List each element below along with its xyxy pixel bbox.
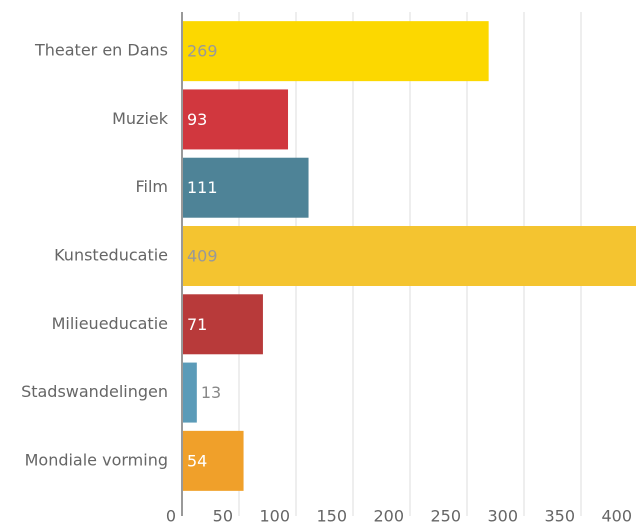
bar [183,89,289,150]
x-tick-label: 150 [316,507,347,526]
value-label: 93 [187,110,207,129]
category-label: Stadswandelingen [21,382,168,401]
value-label: 71 [187,315,207,334]
value-label: 409 [187,247,218,266]
x-tick-label: 350 [544,507,575,526]
category-label: Muziek [112,109,169,128]
category-label: Theater en Dans [34,41,168,60]
x-tick-label: 400 [601,507,632,526]
x-tick-label: 50 [213,507,233,526]
value-label: 54 [187,451,207,470]
bar [183,362,197,423]
x-tick-label: 250 [430,507,461,526]
category-label: Film [135,177,168,196]
x-tick-label: 200 [373,507,404,526]
category-label: Kunsteducatie [54,246,168,265]
bar [183,21,489,82]
category-label: Mondiale vorming [25,450,168,469]
bar [183,430,244,491]
bar [183,226,636,286]
value-label: 269 [187,42,218,61]
bar [183,157,309,218]
value-label: 111 [187,178,218,197]
bars [183,21,636,491]
x-tick-label: 100 [259,507,290,526]
value-label: 13 [201,383,221,402]
x-tick-label: 0 [166,507,176,526]
labels: 0 50 100 150 200 250 300 350 400 Theater en Dans 2… [21,41,632,526]
x-tick-label: 300 [487,507,518,526]
bar [183,294,263,355]
category-label: Milieueducatie [52,314,168,333]
